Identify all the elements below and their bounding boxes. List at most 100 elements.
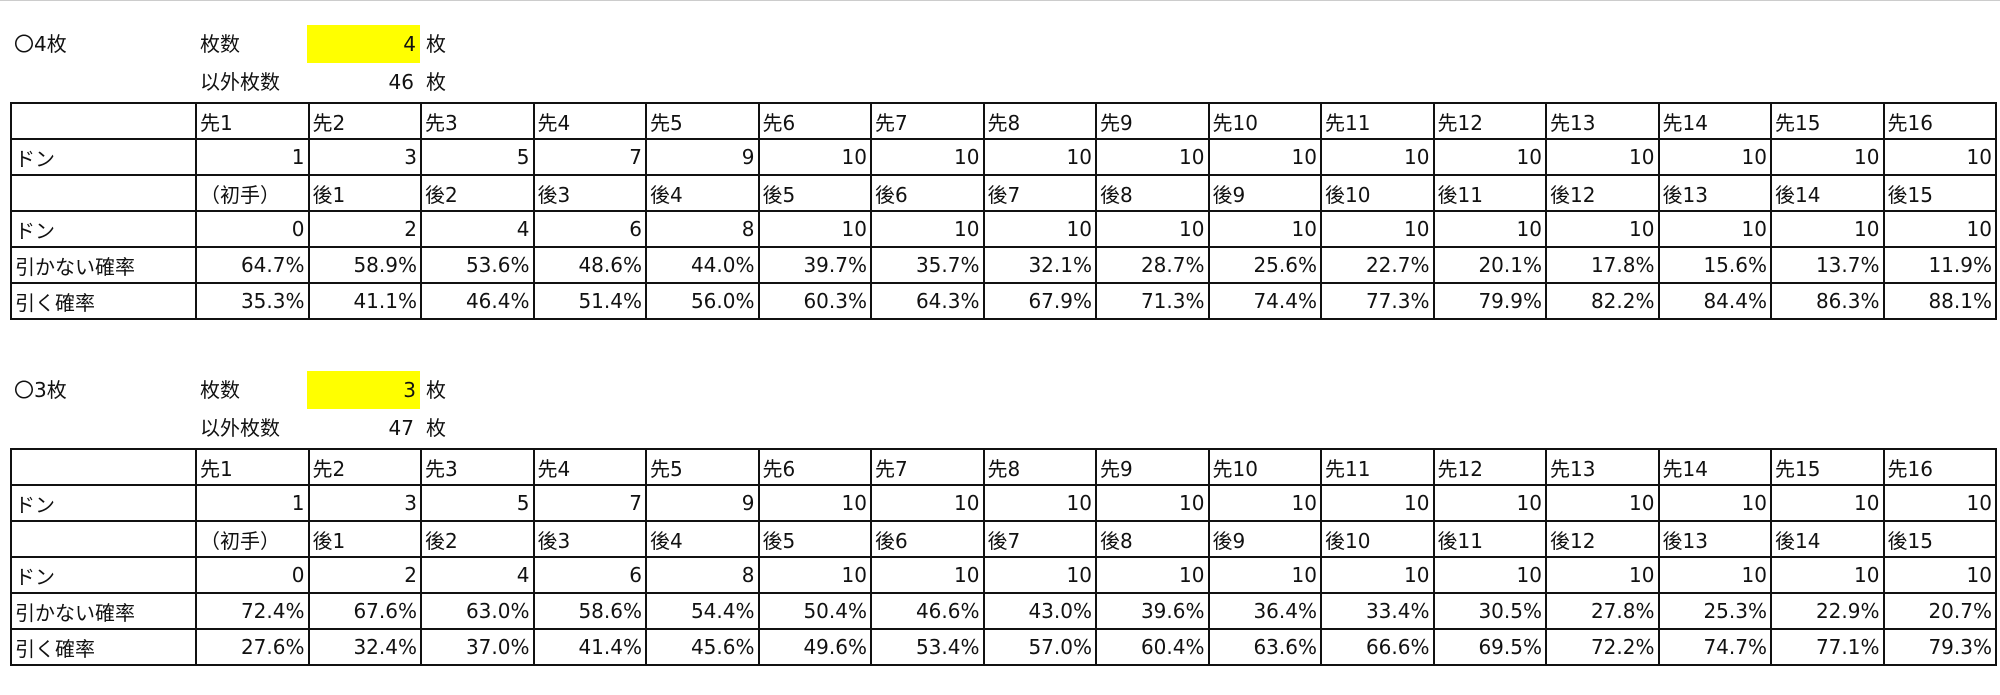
count-value: 3 xyxy=(307,371,420,409)
cell: 10 xyxy=(1095,210,1210,248)
cell: 39.7% xyxy=(757,246,872,284)
cell: 10 xyxy=(1432,138,1547,176)
section-title: 〇4枚 xyxy=(14,32,67,56)
cell: 67.6% xyxy=(307,592,422,630)
cell: 33.4% xyxy=(1320,592,1435,630)
cell: 32.1% xyxy=(982,246,1097,284)
cell: 39.6% xyxy=(1095,592,1210,630)
unit: 枚 xyxy=(426,378,446,402)
cell: 2 xyxy=(307,210,422,248)
cell: 10 xyxy=(1432,556,1547,594)
cell: 2 xyxy=(307,556,422,594)
cell: 48.6% xyxy=(532,246,647,284)
cell: 9 xyxy=(645,484,760,522)
other-count: 46 xyxy=(388,70,414,94)
cell: 先5 xyxy=(645,102,760,140)
cell: 後1 xyxy=(307,520,422,558)
cell: 先14 xyxy=(1657,448,1772,486)
cell: 10 xyxy=(870,138,985,176)
cell: 66.6% xyxy=(1320,628,1435,666)
cell: 10 xyxy=(1657,210,1772,248)
cell: 後2 xyxy=(420,174,535,212)
cell: 20.7% xyxy=(1882,592,1997,630)
cell: 35.3% xyxy=(195,282,310,320)
cell: 先6 xyxy=(757,448,872,486)
cell: 10 xyxy=(1320,210,1435,248)
cell: 10 xyxy=(1770,556,1885,594)
cell: 10 xyxy=(1432,210,1547,248)
other-label: 以外枚数 xyxy=(200,70,280,94)
cell: 先16 xyxy=(1882,448,1997,486)
cell: 64.3% xyxy=(870,282,985,320)
cell: 先6 xyxy=(757,102,872,140)
cell: 先4 xyxy=(532,102,647,140)
cell: （初手） xyxy=(195,174,310,212)
cell: 先1 xyxy=(195,102,310,140)
cell: 72.2% xyxy=(1545,628,1660,666)
cell: 後6 xyxy=(870,174,985,212)
unit: 枚 xyxy=(426,416,446,440)
cell: 先8 xyxy=(982,102,1097,140)
cell: 9 xyxy=(645,138,760,176)
cell: 先13 xyxy=(1545,102,1660,140)
cell: 10 xyxy=(870,556,985,594)
cell: 10 xyxy=(1770,210,1885,248)
cell: 46.4% xyxy=(420,282,535,320)
cell: 54.4% xyxy=(645,592,760,630)
cell: 60.4% xyxy=(1095,628,1210,666)
section-title: 〇3枚 xyxy=(14,378,67,402)
cell: 27.8% xyxy=(1545,592,1660,630)
cell: 51.4% xyxy=(532,282,647,320)
cell: 先7 xyxy=(870,448,985,486)
cell: 10 xyxy=(1657,556,1772,594)
count-value: 4 xyxy=(307,25,420,63)
row-label: 引く確率 xyxy=(10,628,197,666)
cell: 10 xyxy=(1882,138,1997,176)
cell: 10 xyxy=(982,484,1097,522)
cell: 10 xyxy=(1657,138,1772,176)
row-label: 引かない確率 xyxy=(10,592,197,630)
cell: 先3 xyxy=(420,102,535,140)
cell: 69.5% xyxy=(1432,628,1547,666)
cell: 1 xyxy=(195,484,310,522)
cell: 10 xyxy=(870,210,985,248)
cell: 36.4% xyxy=(1207,592,1322,630)
cell: 53.6% xyxy=(420,246,535,284)
cell: 50.4% xyxy=(757,592,872,630)
cell: 17.8% xyxy=(1545,246,1660,284)
cell: 10 xyxy=(1207,210,1322,248)
cell: 後6 xyxy=(870,520,985,558)
cell: 後2 xyxy=(420,520,535,558)
cell: 後3 xyxy=(532,174,647,212)
cell: 22.7% xyxy=(1320,246,1435,284)
cell xyxy=(10,174,197,212)
table-row: （初手） 後1 後2 後3 後4 後5 後6 後7 後8 後9 後10 後11 後12 後13 後14 後15 xyxy=(10,174,1997,212)
cell: 8 xyxy=(645,210,760,248)
cell: 1 xyxy=(195,138,310,176)
row-label: ドン xyxy=(10,210,197,248)
cell: 45.6% xyxy=(645,628,760,666)
row-label: ドン xyxy=(10,484,197,522)
cell: 72.4% xyxy=(195,592,310,630)
row-label: 引く確率 xyxy=(10,282,197,320)
cell: 後11 xyxy=(1432,174,1547,212)
cell: 71.3% xyxy=(1095,282,1210,320)
cell: 6 xyxy=(532,556,647,594)
cell: 22.9% xyxy=(1770,592,1885,630)
cell: 11.9% xyxy=(1882,246,1997,284)
table-row: 先1 先2 先3 先4 先5 先6 先7 先8 先9 先10 先11 先12 先13 先14 先15 先16 xyxy=(10,448,1997,486)
cell: 10 xyxy=(1545,210,1660,248)
cell: 30.5% xyxy=(1432,592,1547,630)
cell: 60.3% xyxy=(757,282,872,320)
data-table: 先1 先2 先3 先4 先5 先6 先7 先8 先9 先10 先11 先12 先13 先14 先15 先16 ド… xyxy=(10,448,1997,666)
cell: 先5 xyxy=(645,448,760,486)
cell: 10 xyxy=(1207,556,1322,594)
cell: 先4 xyxy=(532,448,647,486)
cell: 10 xyxy=(1770,138,1885,176)
cell: 先9 xyxy=(1095,102,1210,140)
cell: 13.7% xyxy=(1770,246,1885,284)
cell: 4 xyxy=(420,210,535,248)
cell: （初手） xyxy=(195,520,310,558)
cell: 10 xyxy=(1657,484,1772,522)
table-row: ドン 1 3 5 7 9 10 10 10 10 10 10 10 10 10 10 10 xyxy=(10,484,1997,522)
